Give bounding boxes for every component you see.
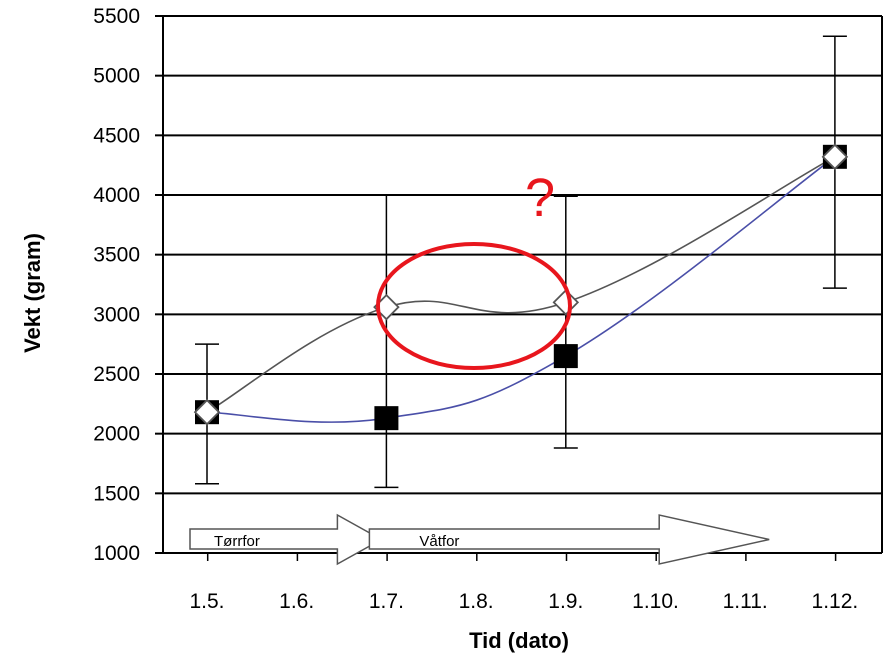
feed-arrow <box>368 514 770 565</box>
x-axis-title: Tid (dato) <box>469 628 569 653</box>
x-tick-label: 1.11. <box>723 590 768 613</box>
square-marker <box>374 406 399 431</box>
x-tick-label: 1.7. <box>369 590 404 613</box>
y-tick-label: 5000 <box>93 65 140 88</box>
diamond-marker <box>552 289 580 316</box>
x-tick-label: 1.12. <box>812 590 859 613</box>
feed-arrows: Tørrfor Våtfor <box>189 513 770 566</box>
square-marker <box>553 344 578 369</box>
y-tick-label: 1000 <box>93 542 140 565</box>
y-tick-label: 4000 <box>93 184 140 207</box>
y-tick-labels: 1000 1500 2000 2500 3000 3500 4000 4500 5000 5500 <box>93 5 140 565</box>
series-lines <box>206 156 836 423</box>
y-tick-label: 3500 <box>93 244 140 267</box>
diamond-marker <box>193 398 221 426</box>
y-axis-title: Vekt (gram) <box>20 233 45 353</box>
y-tick-label: 3000 <box>93 303 140 326</box>
x-tick-label: 1.5. <box>189 590 224 613</box>
x-tick-labels: 1.5. 1.6. 1.7. 1.8. 1.9. 1.10. 1.11. 1.12. <box>189 590 858 613</box>
error-bars <box>195 35 847 489</box>
y-tick-label: 4500 <box>93 124 140 147</box>
x-tick-label: 1.10. <box>632 590 679 613</box>
series-line <box>206 156 836 413</box>
y-tick-label: 2000 <box>93 423 140 446</box>
series-markers <box>193 143 849 431</box>
x-tick-label: 1.8. <box>459 590 494 613</box>
feed-arrow-label: Våtfor <box>419 533 459 550</box>
y-tick-label: 2500 <box>93 363 140 386</box>
x-tick-label: 1.6. <box>279 590 314 613</box>
diamond-marker <box>821 143 849 171</box>
question-mark: ? <box>525 168 555 228</box>
feed-arrow <box>189 513 383 566</box>
axes <box>155 15 883 561</box>
series-line <box>206 156 836 423</box>
y-tick-label: 1500 <box>93 482 140 505</box>
gridlines <box>163 15 882 554</box>
y-tick-label: 5500 <box>93 5 140 28</box>
feed-arrow-label: Tørrfor <box>214 533 260 550</box>
x-tick-label: 1.9. <box>548 590 583 613</box>
highlight-ellipse <box>376 242 572 370</box>
annotations: ? <box>376 168 572 370</box>
